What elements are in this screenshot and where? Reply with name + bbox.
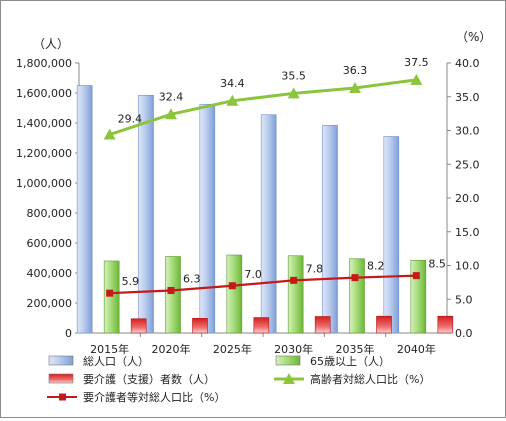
bar-total-population [138, 94, 154, 334]
right-tick-label: 30.0 [455, 125, 480, 138]
x-tick-label: 2020年 [152, 342, 191, 356]
line-elderly-ratio [109, 78, 417, 136]
left-tick-label: 0 [65, 327, 72, 340]
legend-label-3: 高齢者対総人口比（%） [310, 372, 430, 386]
point-elderly-ratio [287, 87, 300, 99]
bar-total-population [199, 103, 216, 334]
point-elderly-ratio [410, 73, 423, 85]
right-tick-label: 25.0 [455, 158, 480, 171]
left-tick-label: 1,000,000 [16, 177, 72, 190]
bar-care-recipients [314, 316, 331, 334]
data-label-elderly-ratio: 35.5 [281, 69, 306, 82]
x-tick-label: 2030年 [274, 342, 313, 356]
x-tick-label: 2040年 [397, 342, 436, 356]
right-tick-label: 15.0 [455, 226, 480, 239]
left-tick-label: 1,200,000 [16, 147, 72, 160]
point-care-ratio [106, 289, 114, 297]
point-care-ratio [167, 286, 175, 294]
x-tick-label: 2025年 [213, 342, 252, 356]
data-label-elderly-ratio: 32.4 [159, 90, 184, 103]
bar-care-recipients [192, 317, 208, 334]
data-label-elderly-ratio: 36.3 [343, 64, 368, 77]
left-tick-label: 1,800,000 [16, 57, 72, 70]
data-label-care-ratio: 7.0 [244, 268, 261, 281]
left-tick-label: 1,400,000 [16, 117, 72, 130]
legend-label-4: 要介護者等対総人口比（%） [83, 390, 225, 404]
bar-age65-plus [226, 254, 243, 334]
bar-age65-plus [287, 255, 304, 334]
right-axis-unit: （%） [456, 30, 491, 44]
left-tick-label: 600,000 [27, 237, 73, 250]
right-tick-label: 40.0 [455, 57, 480, 70]
point-care-ratio [290, 276, 298, 284]
bar-series [76, 85, 454, 334]
right-tick-label: 35.0 [455, 91, 480, 104]
bar-total-population [76, 85, 93, 334]
axes: 0 200,000 400,000 600,000 800,000 1,000,000 1,… [16, 57, 479, 356]
right-tick-label: 20.0 [455, 192, 480, 205]
data-label-care-ratio: 8.2 [367, 260, 385, 273]
left-axis-unit: （人） [33, 37, 69, 51]
legend: 総人口（人） 65歳以上（人） 要介護（支援）者数（人） 高齢者対総人口比（%） 要介護… [47, 354, 430, 404]
right-tick-label: 0.0 [455, 327, 473, 340]
data-label-elderly-ratio: 37.5 [404, 56, 429, 69]
right-tick-label: 10.0 [455, 260, 480, 273]
right-tick-label: 5.0 [455, 293, 473, 306]
x-tick-label: 2035年 [336, 342, 375, 356]
point-care-ratio [228, 282, 236, 290]
left-tick-label: 1,600,000 [16, 87, 72, 100]
legend-marker-3 [283, 373, 295, 384]
point-elderly-ratio [226, 94, 239, 106]
bar-age65-plus [410, 259, 427, 334]
data-label-care-ratio: 7.8 [306, 262, 324, 275]
legend-swatch-1 [275, 355, 301, 366]
legend-swatch-0 [48, 355, 74, 366]
bar-care-recipients [130, 318, 147, 334]
bar-total-population [260, 114, 277, 334]
data-label-elderly-ratio: 34.4 [220, 77, 245, 90]
bar-age65-plus [349, 258, 365, 334]
bar-care-recipients [437, 315, 454, 334]
point-elderly-ratio [349, 81, 361, 93]
point-elderly-ratio [103, 128, 116, 140]
legend-swatch-2 [48, 373, 74, 384]
legend-label-1: 65歳以上（人） [310, 355, 390, 368]
data-label-care-ratio: 8.5 [428, 258, 446, 271]
bar-total-population [322, 124, 338, 334]
bar-total-population [383, 136, 400, 334]
legend-label-2: 要介護（支援）者数（人） [83, 372, 215, 386]
data-label-care-ratio: 6.3 [183, 272, 201, 285]
data-label-care-ratio: 5.9 [122, 275, 139, 288]
bar-care-recipients [376, 315, 392, 334]
line-series: 29.4 32.4 34.4 35.5 36.3 37.5 5.9 6.3 7.0 7.8 8.2 8… [103, 56, 446, 297]
data-label-elderly-ratio: 29.4 [118, 113, 142, 126]
line-care-ratio [109, 274, 417, 295]
point-care-ratio [351, 274, 359, 282]
bar-age65-plus [165, 256, 181, 334]
bar-age65-plus [103, 260, 120, 334]
legend-marker-4 [59, 393, 66, 401]
x-tick-label: 2015年 [90, 342, 129, 356]
left-tick-label: 200,000 [27, 297, 73, 310]
left-tick-label: 400,000 [27, 267, 73, 280]
bar-care-recipients [253, 317, 270, 334]
left-tick-label: 800,000 [27, 207, 73, 220]
point-care-ratio [412, 272, 420, 280]
point-elderly-ratio [165, 108, 177, 120]
legend-label-0: 総人口（人） [83, 354, 149, 368]
